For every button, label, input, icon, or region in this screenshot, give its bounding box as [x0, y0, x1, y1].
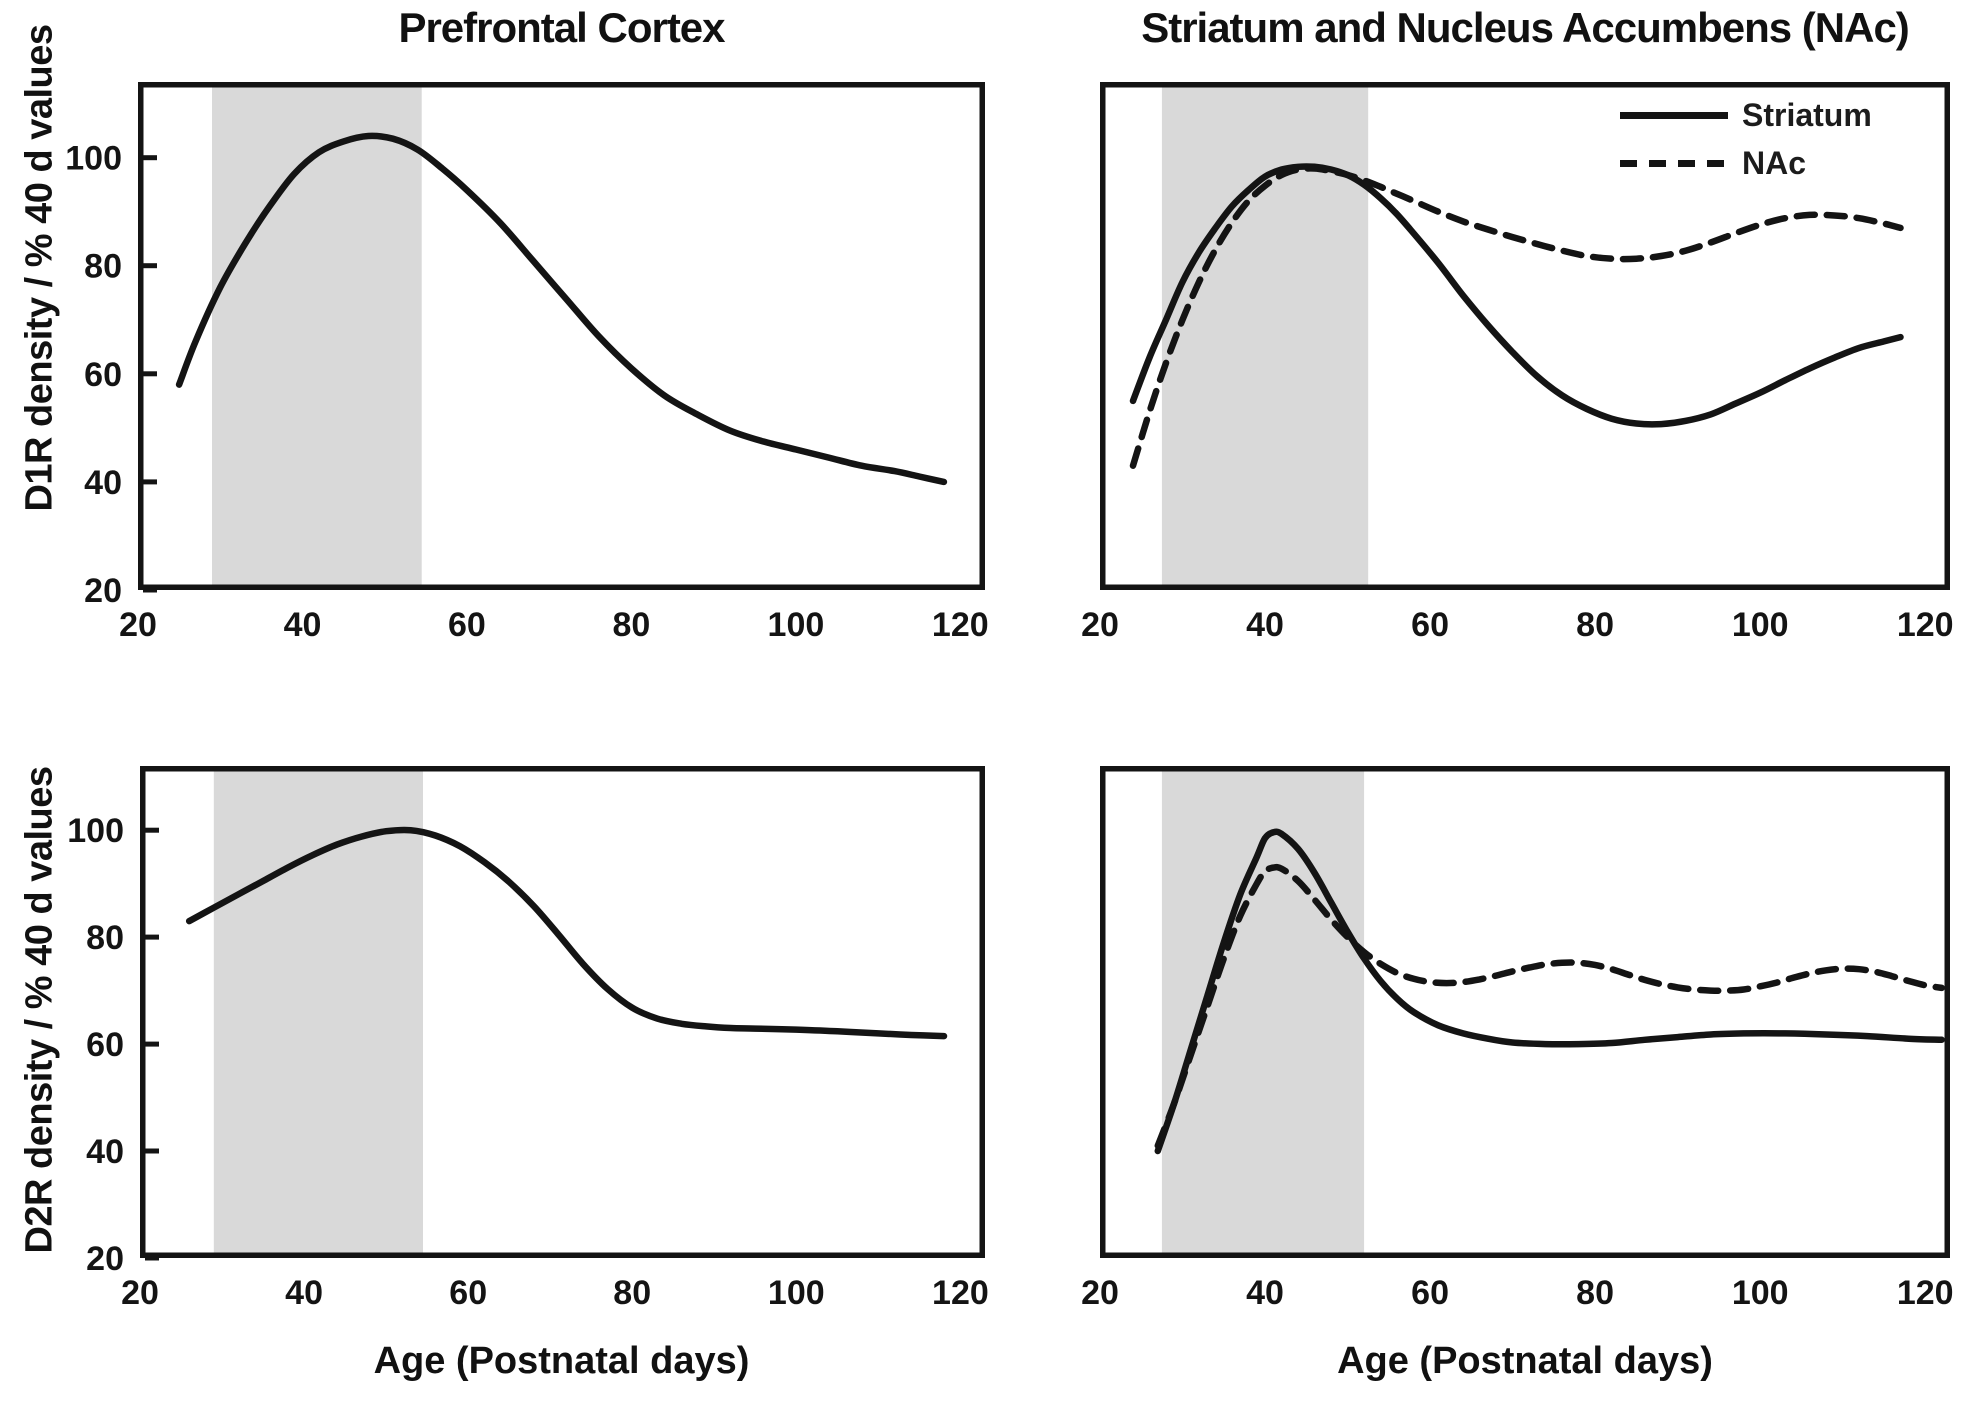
x-axis-label-right: Age (Postnatal days) — [1337, 1340, 1713, 1382]
x-tick-label: 120 — [932, 1274, 989, 1312]
striatum-curve — [1129, 163, 1904, 428]
x-tick-label: 80 — [1576, 1274, 1614, 1312]
x-tick-label: 80 — [1576, 606, 1614, 644]
legend-label-striatum: Striatum — [1742, 96, 1872, 133]
x-tick-label: 40 — [1246, 1274, 1284, 1312]
y-tick-label: 100 — [65, 140, 122, 178]
y-tick-label: 80 — [86, 919, 124, 957]
y-axis-label-d1r: D1R density / % 40 d values — [18, 24, 61, 512]
y-tick-label: 60 — [84, 356, 122, 394]
legend-label-nac: NAc — [1742, 144, 1807, 181]
x-axis-label-left: Age (Postnatal days) — [373, 1340, 750, 1382]
title-striatum-nac: Striatum and Nucleus Accumbens (NAc) — [1141, 4, 1910, 51]
x-tick-label: 40 — [1246, 606, 1284, 644]
x-tick-label: 60 — [1411, 606, 1449, 644]
y-tick-label: 100 — [67, 812, 124, 850]
solid-line-sample-icon — [1620, 111, 1728, 119]
legend-item-striatum: Striatum — [1620, 96, 1872, 134]
adolescence-shaded-band — [212, 85, 422, 587]
x-tick-label: 60 — [1411, 1274, 1449, 1312]
y-tick-label: 40 — [86, 1133, 124, 1171]
y-tick-label: 20 — [84, 572, 122, 610]
panel-striatum-nac-d1r: 20 40 60 80 100 120 — [1081, 82, 1954, 644]
plot-border — [140, 766, 985, 1258]
x-tick-label: 40 — [285, 1274, 323, 1312]
x-tick-label: 60 — [449, 1274, 487, 1312]
y-tick-label: 40 — [84, 464, 122, 502]
dashed-line-sample-icon — [1620, 159, 1728, 167]
x-tick-label: 80 — [613, 1274, 651, 1312]
x-tick-label: 20 — [121, 1274, 159, 1312]
nac-curve — [1129, 165, 1904, 469]
striatum-curve — [1154, 828, 1945, 1155]
y-tick-label: 80 — [84, 248, 122, 286]
x-tick-label: 100 — [768, 606, 825, 644]
x-tick-label: 60 — [448, 606, 486, 644]
plot-border — [1100, 82, 1950, 590]
x-tick-label: 20 — [119, 606, 157, 644]
plot-border — [138, 82, 985, 590]
x-tick-label: 40 — [284, 606, 322, 644]
panel-striatum-nac-d2r: 20 40 60 80 100 120 — [1081, 766, 1954, 1312]
x-tick-label: 100 — [768, 1274, 825, 1312]
nac-curve — [1154, 863, 1945, 1149]
x-tick-label: 120 — [932, 606, 989, 644]
legend: Striatum NAc — [1620, 96, 1872, 182]
x-tick-label: 100 — [1732, 1274, 1789, 1312]
title-prefrontal-cortex: Prefrontal Cortex — [398, 4, 725, 51]
y-tick-label: 20 — [86, 1240, 124, 1278]
prefrontal-cortex-curve — [185, 826, 948, 1040]
legend-item-nac: NAc — [1620, 144, 1872, 182]
x-tick-label: 100 — [1732, 606, 1789, 644]
prefrontal-cortex-curve — [175, 132, 948, 486]
y-axis-label-d2r: D2R density / % 40 d values — [18, 766, 61, 1254]
x-tick-label: 120 — [1897, 606, 1954, 644]
x-tick-label: 20 — [1081, 1274, 1119, 1312]
plot-border — [1100, 766, 1950, 1258]
x-tick-label: 80 — [612, 606, 650, 644]
adolescence-shaded-band — [213, 769, 423, 1255]
y-tick-label: 60 — [86, 1026, 124, 1064]
adolescence-shaded-band — [1161, 85, 1369, 587]
x-tick-label: 120 — [1897, 1274, 1954, 1312]
x-tick-label: 20 — [1081, 606, 1119, 644]
